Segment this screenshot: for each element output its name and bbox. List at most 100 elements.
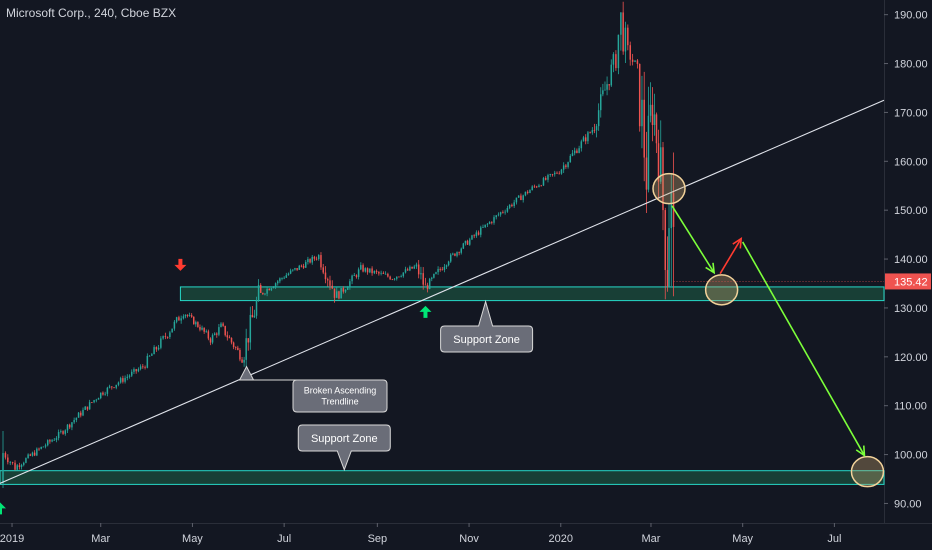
candle-body	[493, 217, 495, 223]
candle-body	[169, 332, 171, 338]
candle-body	[268, 288, 270, 291]
candle-body	[651, 104, 654, 125]
candle-body	[384, 273, 387, 275]
candle-body	[302, 265, 305, 268]
candle-body	[222, 323, 224, 326]
target-circle	[850, 455, 885, 488]
candle-body	[324, 272, 327, 280]
candle-body	[529, 190, 531, 194]
candle-body	[375, 270, 378, 272]
candle-body	[610, 64, 613, 86]
candle-body	[245, 338, 247, 360]
candle-body	[584, 137, 587, 142]
candle-body	[437, 269, 439, 273]
candle-body	[482, 227, 484, 228]
candle-body	[502, 212, 504, 213]
candle-body	[203, 327, 205, 332]
candle-body	[27, 454, 29, 459]
candle-body	[393, 278, 396, 280]
candle-body	[218, 327, 220, 335]
candle-body	[209, 338, 212, 343]
candle-body	[93, 400, 95, 403]
candle-body	[435, 272, 437, 274]
candle-body	[38, 448, 40, 450]
candle-body	[186, 314, 189, 316]
support-zone-label: Support Zone	[453, 334, 520, 346]
candle-body	[538, 185, 540, 188]
candle-body	[456, 252, 458, 256]
candle-body	[627, 27, 629, 46]
candle-body	[166, 336, 169, 338]
candle-body	[253, 315, 256, 318]
candle-body	[305, 262, 307, 268]
candle-body	[57, 431, 60, 439]
candle-body	[631, 59, 634, 62]
candle-body	[259, 284, 262, 293]
candle-body	[313, 256, 316, 259]
projection-arrow-line	[741, 241, 866, 456]
candle-body	[292, 269, 294, 271]
candle-body	[300, 265, 303, 267]
candle-body	[643, 99, 645, 158]
candle-body	[506, 208, 509, 212]
candle-body	[406, 269, 409, 271]
candle-body	[433, 273, 435, 278]
candle-body	[247, 338, 249, 343]
candle-body	[322, 267, 324, 273]
candle-body	[14, 462, 16, 470]
candle-body	[400, 276, 402, 277]
last-price-tag	[885, 273, 931, 290]
x-tick-label: Jul	[277, 533, 291, 545]
candle-body	[44, 445, 47, 447]
x-tick-label: Nov	[459, 533, 479, 545]
candle-body	[447, 261, 450, 266]
candle-body	[251, 314, 254, 318]
candle-body	[296, 268, 298, 270]
candle-body	[657, 143, 660, 182]
candle-body	[25, 458, 27, 463]
candle-body	[620, 12, 622, 35]
candle-body	[199, 326, 201, 330]
candle-body	[157, 347, 160, 350]
trendline-callout-bubble	[238, 365, 388, 413]
projection-arrow-head	[855, 445, 866, 458]
candle-body	[617, 34, 620, 69]
candle-body	[128, 375, 131, 377]
candle-body	[641, 99, 643, 127]
candle-body	[569, 155, 572, 163]
candle-body	[71, 422, 73, 428]
candle-body	[556, 172, 558, 174]
candle-body	[84, 406, 86, 410]
y-tick-label: 140.00	[894, 254, 928, 266]
target-circle	[652, 172, 686, 205]
candle-body	[115, 384, 117, 388]
candle-body	[102, 392, 104, 395]
candle-body	[460, 248, 462, 253]
candle-body	[578, 148, 580, 153]
candle-body	[42, 446, 45, 448]
candle-body	[369, 268, 371, 273]
candle-body	[542, 178, 545, 186]
projection-arrow	[719, 236, 743, 275]
candle-body	[355, 275, 358, 277]
projection-arrow	[671, 205, 716, 275]
candle-body	[441, 269, 444, 271]
candle-body	[91, 402, 93, 403]
candle-body	[431, 277, 433, 279]
candle-body	[4, 453, 7, 458]
candle-body	[426, 284, 429, 290]
projection-arrow	[741, 241, 866, 458]
candle-body	[488, 221, 491, 224]
candle-body	[562, 165, 565, 170]
candle-body	[608, 84, 610, 86]
target-circle	[704, 274, 739, 306]
candle-body	[307, 259, 309, 263]
candle-body	[475, 232, 478, 237]
candle-body	[329, 280, 331, 286]
candle-body	[344, 289, 347, 292]
candle-body	[666, 270, 669, 287]
y-tick-label: 150.00	[894, 205, 928, 217]
candle-body	[36, 448, 38, 456]
